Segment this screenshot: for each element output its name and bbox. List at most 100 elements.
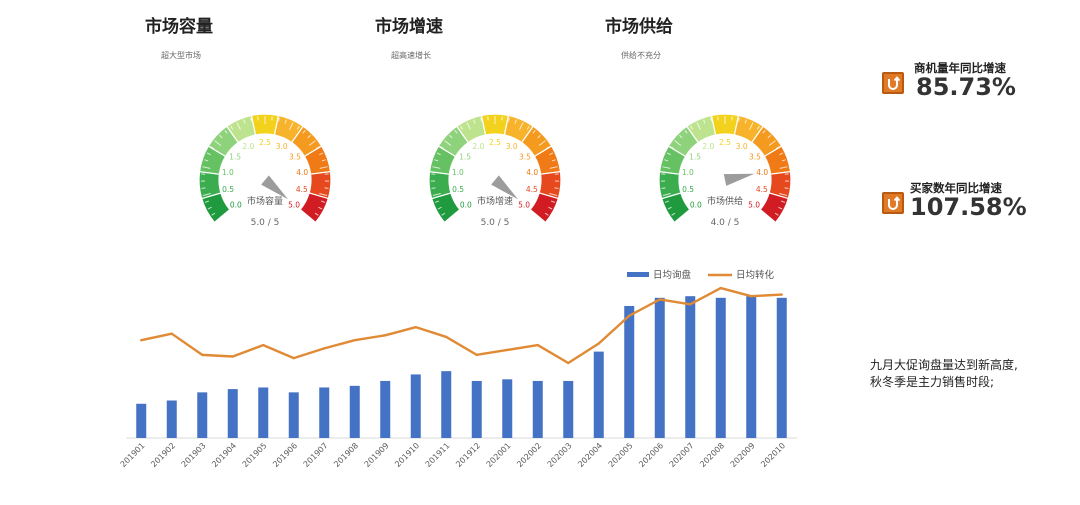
gauge-tick-label: 2.0 <box>702 142 714 151</box>
x-tick-label: 202001 <box>485 441 513 469</box>
gauge-tick-label: 2.0 <box>472 142 484 151</box>
gauge-tick-mark <box>779 166 788 169</box>
gauge-tick-mark <box>662 193 671 196</box>
gauge-tick-mark <box>738 117 740 122</box>
gauge-tick-label: 5.0 <box>288 200 300 209</box>
gauge-tick-mark <box>537 134 541 139</box>
gauge-tick-label: 1.5 <box>459 153 471 162</box>
gauge-tick-mark <box>538 140 546 146</box>
gauge-tick-label: 1.0 <box>222 168 234 177</box>
gauge-tick-mark <box>551 159 556 162</box>
gauge-tick-mark <box>744 119 747 124</box>
bar-daily-inquiry <box>532 380 543 438</box>
x-tick-label: 202004 <box>576 441 604 469</box>
gauge-tick-label: 1.5 <box>229 153 241 162</box>
point-daily-conversion <box>628 314 631 317</box>
point-daily-conversion <box>567 361 570 365</box>
gauge-tick-label: 4.5 <box>756 185 768 194</box>
gauge-tick-mark <box>532 129 536 134</box>
bar-daily-inquiry <box>654 297 665 438</box>
gauge-tick-mark <box>204 159 209 162</box>
gauge-tick-label: 2.5 <box>719 138 731 147</box>
gauge-tick-mark <box>662 166 671 169</box>
bar-daily-inquiry <box>471 380 482 438</box>
gauge-tick-label: 1.0 <box>682 168 694 177</box>
gauge-title: 市场增速 <box>375 17 443 37</box>
gauge-tick-mark <box>319 166 328 169</box>
gauge-tick-label: 4.0 <box>526 168 538 177</box>
bar-daily-inquiry <box>136 403 147 438</box>
gauge-dial: 0.0 0.5 1.0 1.52.0 2.5 3.03.5 4.0 4.5 5.0 市场容量 5.0… <box>198 113 332 228</box>
gauge-tick-mark <box>307 215 315 222</box>
gauge-tick-label: 0.0 <box>690 200 702 209</box>
gauge-tick-mark <box>664 159 669 162</box>
legend-label: 日均转化 <box>736 269 775 281</box>
line-daily-conversion <box>140 286 782 365</box>
gauge-tick-mark <box>674 140 682 146</box>
insight-note-line: 九月大促询盘量达到新高度, <box>870 358 1018 372</box>
gauge-tick-mark <box>289 122 294 130</box>
gauge-score: 5.0 / 5 <box>481 218 510 228</box>
gauge-tick-mark <box>210 146 215 150</box>
x-tick-label: 202010 <box>759 441 787 469</box>
gauge-tick-mark <box>440 146 445 150</box>
gauge-tick-mark <box>441 212 446 216</box>
point-daily-conversion <box>323 347 326 350</box>
gauge-tick-mark <box>204 200 209 203</box>
x-tick-label: 201906 <box>271 441 299 469</box>
gauge-tick-mark <box>554 187 559 189</box>
gauge-tick-mark <box>784 187 789 189</box>
bar-daily-inquiry <box>441 371 452 438</box>
gauge-tick-mark <box>675 215 683 222</box>
gauge-tick-mark <box>664 200 669 203</box>
x-tick-label: 202009 <box>729 441 757 469</box>
gauge-tick-mark <box>211 212 216 216</box>
gauge-tick-label: 2.5 <box>259 138 271 147</box>
growth-icon <box>882 192 904 214</box>
gauge-tick-mark <box>431 187 436 189</box>
point-daily-conversion <box>475 353 478 357</box>
gauge-tick-mark <box>315 146 320 150</box>
gauge-tick-mark <box>434 200 439 203</box>
gauge-tick-mark <box>314 212 319 216</box>
gauge-panel-market-growth: 市场增速 超高速增长 0.0 0.5 1.0 1.5 2.0 2.5 3.0 3.5 4.0 4.… <box>375 0 605 240</box>
gauge-center-label: 市场容量 <box>247 195 283 207</box>
gauge-tick-mark <box>661 187 666 189</box>
kpi-label: 买家数年同比增速 <box>910 181 1002 195</box>
point-daily-conversion <box>414 325 417 329</box>
gauge-tick-mark <box>219 134 223 139</box>
gauge-tick-mark <box>215 215 223 222</box>
x-tick-label: 202002 <box>515 441 543 469</box>
x-tick-label: 201909 <box>363 441 391 469</box>
gauge-tick-mark <box>696 122 701 130</box>
gauge-dial: 0.0 0.5 1.0 1.52.0 2.5 3.03.5 4.0 4.5 5.0 市场增速 5.0… <box>428 113 562 228</box>
gauge-tick-label: 0.5 <box>682 185 694 194</box>
gauge-tick-mark <box>526 125 530 130</box>
gauge-tick-mark <box>296 125 300 130</box>
point-daily-conversion <box>353 339 356 342</box>
gauge-panel-market-capacity: 市场容量 超大型市场 0.0 0.5 1.0 1.5 2.0 2.5 3.0 3.5 4.0 4.… <box>145 0 375 240</box>
gauge-tick-mark <box>549 193 558 196</box>
gauge-tick-mark <box>302 129 306 134</box>
insight-note: 九月大促询盘量达到新高度, 秋冬季是主力销售时段; <box>870 357 1018 391</box>
gauge-tick-label: 1.5 <box>689 153 701 162</box>
point-daily-conversion <box>231 355 234 358</box>
gauge-tick-mark <box>308 140 316 146</box>
gauge-tick-label: 0.5 <box>452 185 464 194</box>
point-daily-conversion <box>170 332 173 335</box>
gauge-tick-mark <box>537 215 545 222</box>
gauge-tick-mark <box>202 193 211 196</box>
bar-daily-inquiry <box>319 387 330 438</box>
bar-daily-inquiry <box>746 296 757 438</box>
kpi-label: 商机量年同比增速 <box>914 61 1006 75</box>
gauge-score: 5.0 / 5 <box>251 218 280 228</box>
point-daily-conversion <box>689 303 692 306</box>
x-tick-label: 201908 <box>332 441 360 469</box>
gauge-tick-mark <box>449 134 453 139</box>
gauge-tick-mark <box>666 152 671 156</box>
gauge-tick-mark <box>454 129 458 134</box>
x-tick-label: 202008 <box>698 441 726 469</box>
gauge-tick-mark <box>508 117 510 122</box>
gauge-tick-mark <box>201 187 206 189</box>
x-tick-label: 202003 <box>546 441 574 469</box>
